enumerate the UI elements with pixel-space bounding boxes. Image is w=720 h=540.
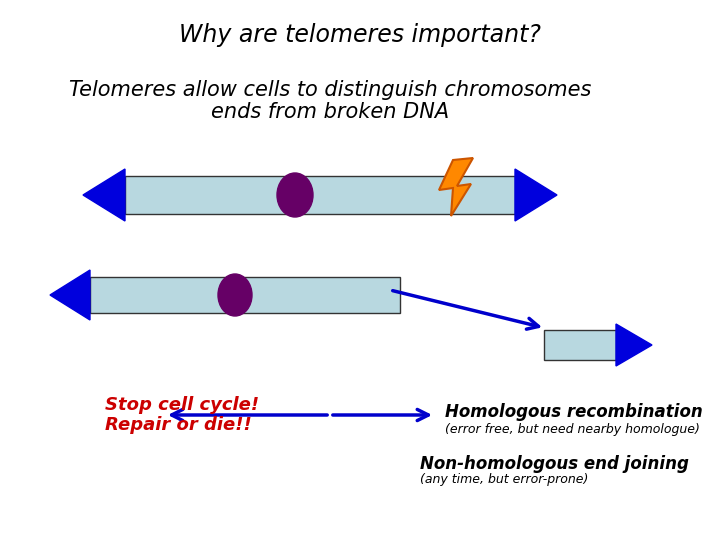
Polygon shape <box>83 169 125 221</box>
Bar <box>90 277 400 313</box>
Text: Repair or die!!: Repair or die!! <box>105 416 252 434</box>
Bar <box>544 330 616 360</box>
Text: Telomeres allow cells to distinguish chromosomes: Telomeres allow cells to distinguish chr… <box>69 80 591 100</box>
Text: Why are telomeres important?: Why are telomeres important? <box>179 23 541 47</box>
Text: Homologous recombination: Homologous recombination <box>445 403 703 421</box>
Text: (any time, but error-prone): (any time, but error-prone) <box>420 474 588 487</box>
Polygon shape <box>515 169 557 221</box>
Polygon shape <box>50 270 90 320</box>
Bar <box>125 176 515 214</box>
Text: (error free, but need nearby homologue): (error free, but need nearby homologue) <box>445 423 700 436</box>
Ellipse shape <box>277 173 313 217</box>
Polygon shape <box>439 158 473 216</box>
Polygon shape <box>616 324 652 366</box>
Ellipse shape <box>218 274 252 316</box>
Text: Stop cell cycle!: Stop cell cycle! <box>105 396 259 414</box>
Text: Non-homologous end joining: Non-homologous end joining <box>420 455 689 473</box>
Text: ends from broken DNA: ends from broken DNA <box>211 102 449 122</box>
